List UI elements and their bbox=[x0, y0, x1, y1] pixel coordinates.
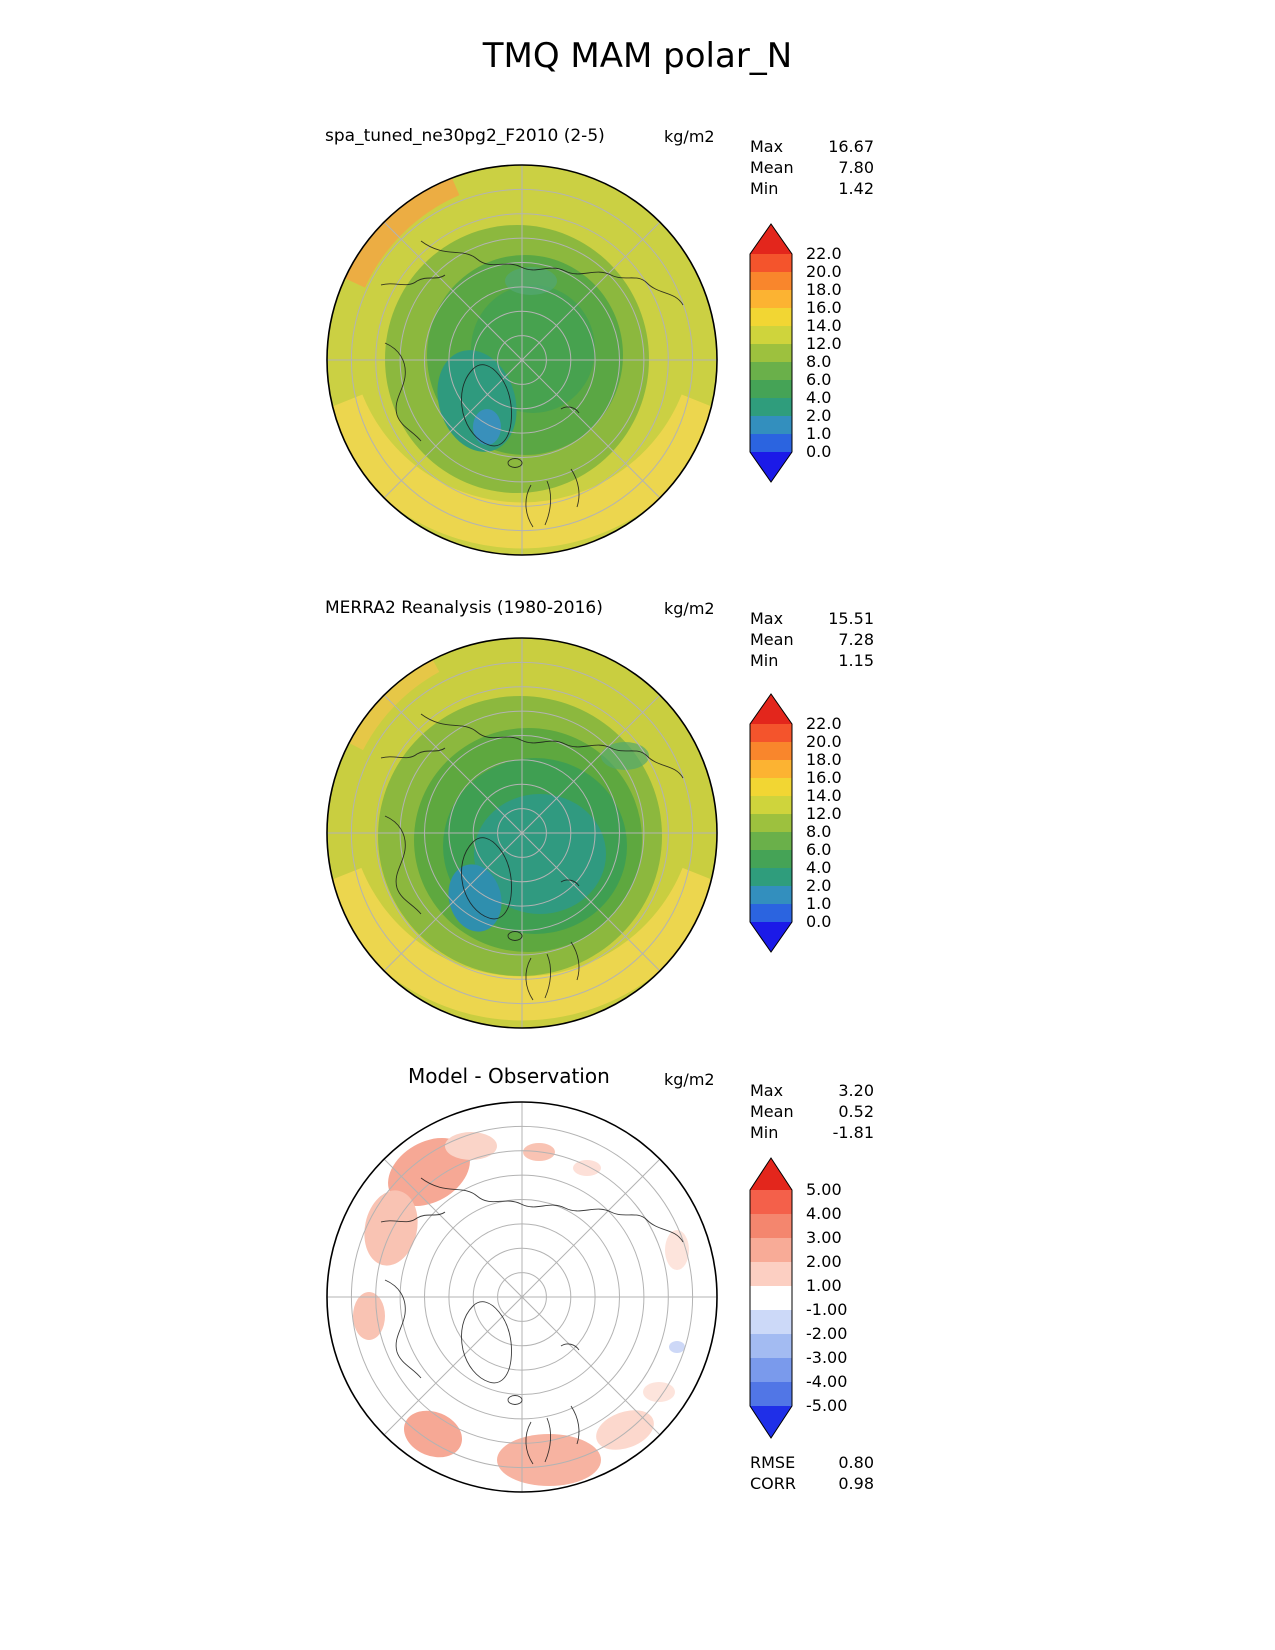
min-label: Min bbox=[750, 651, 779, 670]
stat-row-max: Max 15.51 bbox=[750, 608, 874, 629]
panel2-units: kg/m2 bbox=[664, 599, 715, 618]
colorbar-tick-label: 1.00 bbox=[806, 1276, 842, 1295]
colorbar-svg bbox=[749, 693, 793, 953]
panel3-map bbox=[325, 1100, 719, 1494]
panel2-stats: Max 15.51 Mean 7.28 Min 1.15 bbox=[750, 608, 874, 671]
colorbar-tick-label: 8.0 bbox=[806, 822, 832, 841]
panel3-title: Model - Observation bbox=[408, 1064, 610, 1088]
colorbar-tick-label: -1.00 bbox=[806, 1300, 848, 1319]
panel1-graticule bbox=[326, 164, 718, 556]
panel1-colorbar: 22.0 20.0 18.0 16.0 14.0 12.0 8.0 6.0 4.0 2.0 1.0 0… bbox=[748, 222, 842, 488]
panel2-title: MERRA2 Reanalysis (1980-2016) bbox=[325, 598, 603, 618]
panel3-stats: Max 3.20 Mean 0.52 Min -1.81 bbox=[750, 1080, 874, 1143]
stat-row-min: Min -1.81 bbox=[750, 1122, 874, 1143]
colorbar-tick-label: 20.0 bbox=[806, 732, 842, 751]
colorbar-tick-label: -5.00 bbox=[806, 1396, 848, 1415]
mean-value: 0.52 bbox=[838, 1102, 874, 1121]
colorbar-svg bbox=[749, 1157, 793, 1439]
panel3-colorbar: 5.00 4.00 3.00 2.00 1.00 -1.00 -2.00 -3.00 -4.00… bbox=[748, 1156, 847, 1444]
colorbar-tick-label: 4.0 bbox=[806, 858, 832, 877]
min-label: Min bbox=[750, 179, 779, 198]
colorbar-tick-label: 4.00 bbox=[806, 1204, 842, 1223]
colorbar-tick-label: -4.00 bbox=[806, 1372, 848, 1391]
panel1-map bbox=[325, 163, 719, 557]
stat-row-max: Max 3.20 bbox=[750, 1080, 874, 1101]
colorbar-tick-label: -2.00 bbox=[806, 1324, 848, 1343]
colorbar-tick-label: 18.0 bbox=[806, 280, 842, 299]
max-value: 3.20 bbox=[838, 1081, 874, 1100]
panel1-map-svg bbox=[326, 164, 718, 556]
panel2-graticule bbox=[326, 637, 718, 1029]
panel2-map bbox=[325, 636, 719, 1030]
colorbar-tick-label: 2.0 bbox=[806, 876, 832, 895]
mean-value: 7.80 bbox=[838, 158, 874, 177]
panel3-metrics: RMSE 0.80 CORR 0.98 bbox=[750, 1452, 874, 1494]
colorbar-tick-label: 8.0 bbox=[806, 352, 832, 371]
panel3-graticule bbox=[326, 1101, 718, 1493]
corr-label: CORR bbox=[750, 1474, 796, 1493]
stat-row-min: Min 1.42 bbox=[750, 178, 874, 199]
panel2-map-border bbox=[326, 637, 718, 1029]
mean-label: Mean bbox=[750, 630, 794, 649]
colorbar-tick-label: 0.0 bbox=[806, 912, 832, 931]
colorbar-tick-label: 14.0 bbox=[806, 316, 842, 335]
colorbar-tick-label: 1.0 bbox=[806, 894, 832, 913]
panel1-units: kg/m2 bbox=[664, 127, 715, 146]
colorbar-tick-label: 12.0 bbox=[806, 334, 842, 353]
colorbar-tick-label: 5.00 bbox=[806, 1180, 842, 1199]
panel3-map-border bbox=[326, 1101, 718, 1493]
stat-row-mean: Mean 0.52 bbox=[750, 1101, 874, 1122]
panel1-title: spa_tuned_ne30pg2_F2010 (2-5) bbox=[325, 126, 605, 146]
min-label: Min bbox=[750, 1123, 779, 1142]
colorbar-tick-label: 20.0 bbox=[806, 262, 842, 281]
colorbar-tick-label: 18.0 bbox=[806, 750, 842, 769]
colorbar-tick-label: 6.0 bbox=[806, 840, 832, 859]
mean-label: Mean bbox=[750, 1102, 794, 1121]
metric-row-rmse: RMSE 0.80 bbox=[750, 1452, 874, 1473]
min-value: 1.15 bbox=[838, 651, 874, 670]
stat-row-max: Max 16.67 bbox=[750, 136, 874, 157]
colorbar-tick-label: 16.0 bbox=[806, 768, 842, 787]
page-title: TMQ MAM polar_N bbox=[482, 36, 793, 76]
panel1-stats: Max 16.67 Mean 7.80 Min 1.42 bbox=[750, 136, 874, 199]
min-value: -1.81 bbox=[832, 1123, 874, 1142]
mean-label: Mean bbox=[750, 158, 794, 177]
colorbar-tick-label: 14.0 bbox=[806, 786, 842, 805]
colorbar-tick-label: -3.00 bbox=[806, 1348, 848, 1367]
max-value: 15.51 bbox=[828, 609, 874, 628]
mean-value: 7.28 bbox=[838, 630, 874, 649]
colorbar-tick-label: 22.0 bbox=[806, 714, 842, 733]
colorbar-tick-label: 16.0 bbox=[806, 298, 842, 317]
rmse-value: 0.80 bbox=[838, 1453, 874, 1472]
panel1-map-border bbox=[326, 164, 718, 556]
panel3-map-svg bbox=[326, 1101, 718, 1493]
max-value: 16.67 bbox=[828, 137, 874, 156]
colorbar-tick-label: 3.00 bbox=[806, 1228, 842, 1247]
max-label: Max bbox=[750, 1081, 784, 1100]
stat-row-mean: Mean 7.80 bbox=[750, 157, 874, 178]
colorbar-tick-label: 4.0 bbox=[806, 388, 832, 407]
rmse-label: RMSE bbox=[750, 1453, 796, 1472]
panel3-units: kg/m2 bbox=[664, 1070, 715, 1089]
max-label: Max bbox=[750, 137, 784, 156]
stat-row-mean: Mean 7.28 bbox=[750, 629, 874, 650]
stat-row-min: Min 1.15 bbox=[750, 650, 874, 671]
colorbar-tick-label: 0.0 bbox=[806, 442, 832, 461]
colorbar-tick-label: 1.0 bbox=[806, 424, 832, 443]
colorbar-tick-label: 22.0 bbox=[806, 244, 842, 263]
panel2-map-svg bbox=[326, 637, 718, 1029]
max-label: Max bbox=[750, 609, 784, 628]
colorbar-tick-label: 2.0 bbox=[806, 406, 832, 425]
colorbar-tick-label: 6.0 bbox=[806, 370, 832, 389]
metric-row-corr: CORR 0.98 bbox=[750, 1473, 874, 1494]
colorbar-tick-label: 12.0 bbox=[806, 804, 842, 823]
corr-value: 0.98 bbox=[838, 1474, 874, 1493]
min-value: 1.42 bbox=[838, 179, 874, 198]
colorbar-svg bbox=[749, 223, 793, 483]
colorbar-tick-label: 2.00 bbox=[806, 1252, 842, 1271]
panel2-colorbar: 22.0 20.0 18.0 16.0 14.0 12.0 8.0 6.0 4.0 2.0 1.0 0… bbox=[748, 692, 842, 958]
